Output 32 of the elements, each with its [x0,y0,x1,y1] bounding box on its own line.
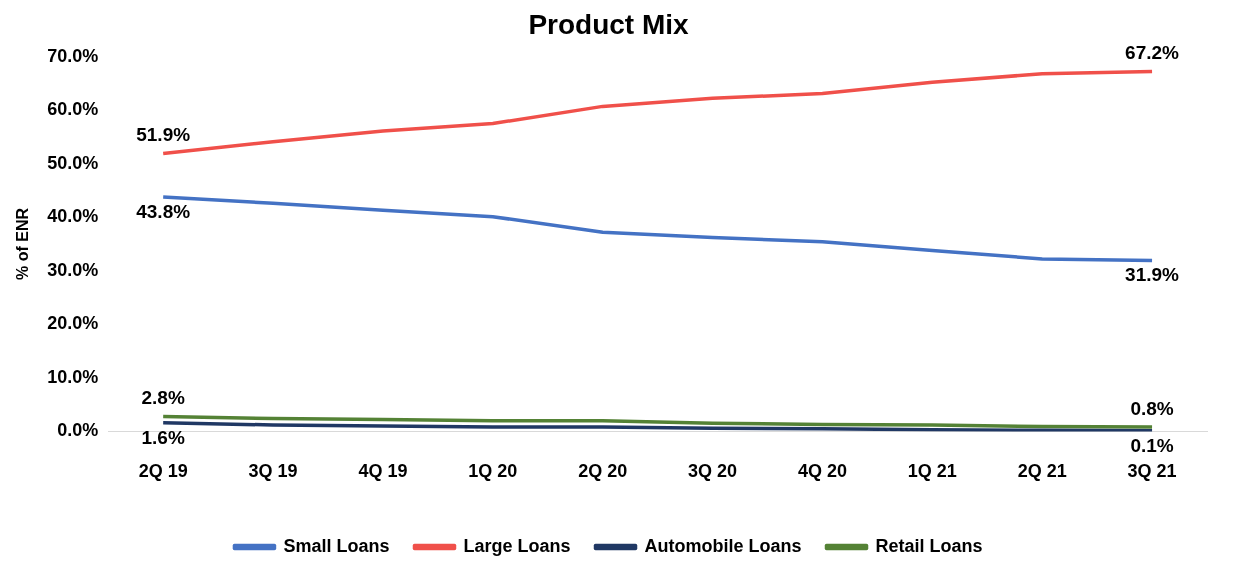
data-label: 67.2% [1125,42,1180,64]
y-tick-label: 0.0% [57,420,99,441]
data-label: 0.8% [1130,397,1174,419]
chart-title: Product Mix [528,8,690,40]
y-tick-label: 70.0% [47,45,99,66]
y-tick-label: 60.0% [47,99,99,120]
data-label: 2.8% [141,387,185,409]
x-tick-label: 1Q 20 [468,461,518,482]
data-label: 51.9% [136,124,191,146]
legend-label: Automobile Loans [644,535,802,556]
data-label: 31.9% [1125,264,1180,286]
data-label: 43.8% [136,200,191,222]
y-axis-title: % of ENR [14,207,32,280]
x-tick-label: 2Q 21 [1017,461,1067,482]
data-label: 0.1% [1130,434,1174,456]
x-tick-label: 3Q 19 [248,461,298,482]
x-tick-label: 4Q 19 [358,461,408,482]
y-tick-label: 30.0% [47,259,99,280]
legend-label: Large Loans [463,535,571,556]
y-tick-label: 10.0% [47,366,99,387]
x-tick-label: 3Q 21 [1127,461,1177,482]
y-tick-label: 20.0% [47,313,99,334]
x-tick-label: 2Q 20 [578,461,628,482]
y-tick-label: 40.0% [47,206,99,227]
legend-label: Small Loans [283,535,390,556]
x-tick-label: 1Q 21 [907,461,957,482]
x-tick-label: 3Q 20 [688,461,738,482]
data-label: 1.6% [141,426,185,448]
x-tick-label: 2Q 19 [138,461,188,482]
x-tick-label: 4Q 20 [797,461,847,482]
y-tick-label: 50.0% [47,152,99,173]
legend-label: Retail Loans [875,535,983,556]
